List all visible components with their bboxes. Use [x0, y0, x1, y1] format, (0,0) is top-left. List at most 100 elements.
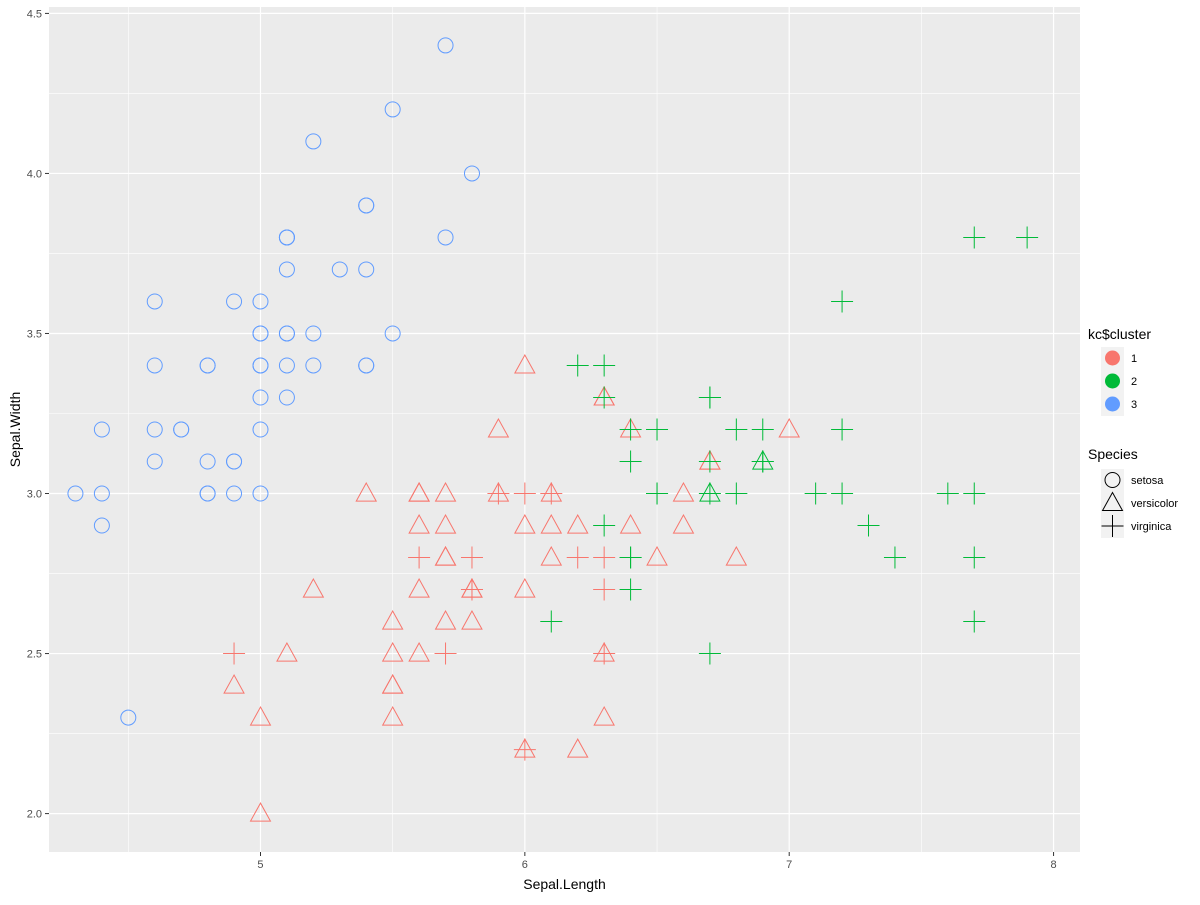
data-point-setosa [252, 485, 269, 502]
legend-color-label: 3 [1131, 399, 1137, 411]
data-point-virginica [725, 418, 748, 441]
data-point-versicolor [355, 481, 378, 502]
data-point-virginica [513, 738, 536, 761]
data-point-virginica [698, 642, 721, 665]
data-point-versicolor [540, 513, 563, 534]
legend-color-items: 1 2 3 [1101, 347, 1137, 416]
data-point-virginica [566, 546, 589, 569]
data-point-setosa [226, 485, 243, 502]
data-point-setosa [93, 421, 110, 438]
data-point-setosa [226, 453, 243, 470]
data-point-versicolor [434, 481, 457, 502]
data-point-virginica [593, 386, 616, 409]
data-point-setosa [305, 325, 322, 342]
data-point-virginica [857, 514, 880, 537]
data-point-versicolor [381, 610, 404, 630]
data-point-setosa [252, 357, 269, 374]
data-point-setosa [278, 325, 295, 342]
data-point-virginica [593, 642, 616, 665]
data-point-setosa [146, 293, 163, 310]
data-point-setosa [226, 293, 243, 310]
data-point-virginica [698, 450, 721, 473]
data-point-virginica [540, 482, 563, 505]
y-tick-label: 4.5 [27, 8, 42, 20]
data-point-setosa [278, 357, 295, 374]
y-axis: 2.0 2.5 3.0 3.5 4.0 4.5 [27, 8, 49, 821]
data-point-versicolor [619, 513, 642, 534]
data-point-versicolor [381, 642, 404, 662]
data-point-versicolor [434, 545, 457, 566]
y-tick-label: 3.0 [27, 489, 42, 501]
data-point-versicolor [672, 481, 695, 502]
data-point-setosa [384, 101, 401, 118]
data-point-versicolor [408, 578, 430, 598]
data-point-virginica [831, 290, 854, 313]
data-point-setosa [199, 453, 216, 470]
data-point-virginica [963, 546, 986, 569]
data-point-versicolor [540, 545, 563, 566]
data-point-virginica [619, 450, 642, 473]
data-point-versicolor [566, 513, 589, 534]
data-point-versicolor [593, 706, 615, 726]
data-point-virginica [487, 482, 510, 505]
data-point-versicolor [646, 545, 668, 566]
data-point-setosa [93, 485, 110, 502]
data-point-setosa [437, 37, 454, 54]
plot-panel [49, 7, 1080, 852]
data-point-setosa [384, 325, 401, 342]
legend-shape-key-virginica [1101, 515, 1124, 537]
data-point-virginica [593, 354, 616, 377]
data-point-virginica [593, 578, 616, 601]
legend-color-key-3 [1105, 396, 1120, 412]
data-point-versicolor [672, 513, 695, 534]
data-point-versicolor [249, 802, 272, 822]
y-axis-title: Sepal.Width [7, 392, 23, 467]
data-point-virginica [646, 482, 669, 505]
data-point-versicolor [381, 706, 404, 726]
legend-color-key-1 [1105, 350, 1120, 366]
legend-shape-title: Species [1088, 446, 1138, 462]
data-point-versicolor [434, 610, 457, 630]
data-point-versicolor [514, 513, 536, 534]
legend-color-label: 1 [1131, 353, 1137, 365]
data-point-versicolor [408, 642, 430, 662]
data-point-virginica [831, 418, 854, 441]
data-point-virginica [223, 642, 246, 665]
y-tick-label: 4.0 [27, 168, 42, 180]
data-point-virginica [619, 578, 642, 601]
data-point-virginica [698, 386, 721, 409]
data-point-virginica [751, 418, 774, 441]
data-point-setosa [358, 357, 375, 374]
minor-gridlines [49, 7, 1080, 852]
data-point-setosa [252, 389, 269, 406]
data-point-versicolor [566, 738, 589, 758]
data-point-virginica [963, 610, 986, 633]
data-point-virginica [460, 546, 483, 569]
data-point-versicolor [778, 417, 801, 438]
data-point-setosa [146, 421, 163, 438]
data-point-virginica [698, 482, 721, 505]
legend-color-title: kc$cluster [1088, 326, 1151, 342]
data-point-virginica [593, 546, 616, 569]
data-point-setosa [278, 261, 295, 278]
data-point-virginica [963, 226, 986, 249]
data-point-setosa [331, 261, 348, 278]
data-point-setosa [278, 389, 295, 406]
data-point-setosa [199, 357, 216, 374]
legend-shape-label: versicolor [1131, 498, 1178, 510]
x-axis: 5 6 7 8 [257, 852, 1057, 871]
data-point-setosa [93, 517, 110, 534]
data-point-virginica [408, 546, 431, 569]
data-point-virginica [593, 514, 616, 537]
data-point-versicolor [276, 642, 298, 662]
data-point-versicolor [408, 513, 430, 534]
data-point-versicolor [487, 417, 510, 438]
data-point-virginica [831, 482, 854, 505]
legend-shape-label: virginica [1131, 521, 1172, 533]
data-point-versicolor [381, 674, 404, 694]
y-tick-label: 3.5 [27, 328, 42, 340]
data-point-virginica [513, 482, 536, 505]
data-point-setosa [120, 709, 137, 726]
